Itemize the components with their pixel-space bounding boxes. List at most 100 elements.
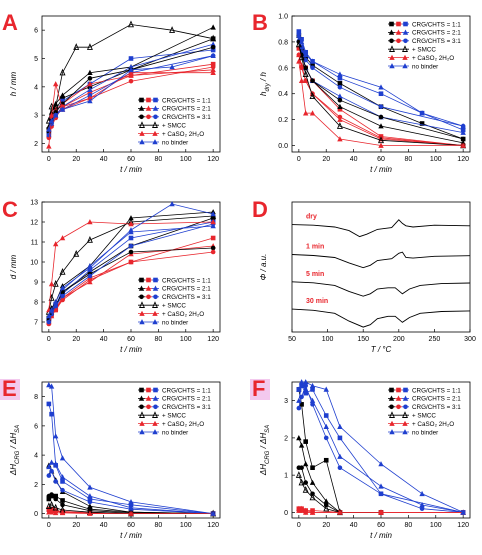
data-point: [337, 509, 343, 515]
data-point: [49, 411, 54, 417]
legend-label: + SMCC: [412, 47, 436, 54]
data-point: [53, 493, 58, 499]
data-point: [210, 245, 216, 251]
legend-marker: [402, 420, 408, 426]
data-point: [302, 486, 309, 493]
data-point: [298, 53, 305, 61]
legend-marker: [389, 387, 394, 393]
data-point: [296, 434, 302, 441]
y-tick-label: 0.2: [278, 117, 288, 124]
legend-label: CRG/CHTS = 1:1: [162, 97, 211, 104]
data-point: [128, 259, 134, 265]
data-point: [210, 64, 216, 70]
legend-marker: [396, 404, 401, 410]
x-tick-label: 20: [322, 522, 330, 529]
data-point: [169, 201, 175, 207]
panel-letter-background: [250, 379, 270, 400]
legend-marker: [153, 294, 158, 300]
legend-marker: [153, 404, 158, 410]
data-point: [378, 104, 384, 109]
y-tick-label: 10: [30, 260, 38, 267]
y-tick-label: 2: [34, 482, 38, 489]
data-point: [337, 106, 343, 112]
legend-marker: [138, 105, 145, 111]
legend-marker: [139, 114, 144, 120]
y-tick-label: 0: [34, 511, 38, 518]
y-axis-label: ΔHCRG / ΔHSA: [9, 425, 21, 476]
data-point: [46, 473, 52, 478]
panel-letter: C: [2, 197, 18, 222]
data-point: [210, 249, 216, 255]
y-axis-label: h / mm: [9, 71, 18, 96]
legend-label: no binder: [162, 429, 188, 436]
data-point: [48, 112, 55, 118]
data-point: [210, 235, 216, 241]
data-point: [128, 69, 134, 75]
legend-marker: [146, 294, 151, 300]
x-tick-label: 40: [100, 336, 108, 343]
data-point: [128, 66, 134, 73]
data-point: [299, 465, 304, 470]
y-tick-label: 5: [34, 56, 38, 63]
x-tick-label: 120: [207, 156, 219, 163]
data-point: [299, 394, 304, 400]
legend-marker: [152, 411, 158, 418]
x-tick-label: 20: [72, 156, 80, 163]
legend-marker: [153, 114, 158, 120]
legend-label: CRG/CHTS = 3:1: [162, 114, 211, 121]
x-tick-label: 150: [357, 336, 369, 343]
data-point: [60, 95, 65, 101]
data-point: [169, 64, 175, 70]
legend-marker: [139, 429, 145, 435]
data-point: [298, 379, 305, 385]
data-point: [169, 26, 176, 33]
data-point: [128, 249, 134, 255]
data-point: [337, 71, 343, 77]
legend-label: CRG/CHTS = 1:1: [412, 387, 461, 394]
series-group: [295, 379, 466, 516]
x-tick-label: 0: [47, 336, 51, 343]
legend-marker: [138, 395, 145, 401]
data-point: [298, 478, 305, 486]
data-point: [59, 285, 66, 291]
data-point: [60, 502, 65, 508]
data-point: [48, 307, 55, 313]
legend-marker: [389, 45, 395, 52]
legend-marker: [388, 29, 395, 35]
panel-letter: B: [252, 10, 268, 35]
legend-marker: [139, 404, 144, 410]
data-point: [87, 219, 93, 225]
legend-marker: [138, 285, 145, 291]
data-point: [87, 98, 93, 104]
series-line: [298, 437, 381, 513]
data-point: [60, 297, 65, 303]
data-point: [302, 51, 309, 58]
x-tick-label: 80: [404, 156, 412, 163]
data-point: [87, 496, 93, 502]
data-point: [128, 510, 134, 516]
data-point: [86, 43, 93, 50]
data-point: [48, 509, 55, 515]
legend-label: + SMCC: [162, 123, 186, 130]
data-point: [128, 499, 134, 505]
data-point: [337, 114, 343, 120]
legend-label: + CaSO₂ 2H₂O: [412, 55, 454, 62]
data-point: [302, 379, 309, 385]
legend-label: CRG/CHTS = 3:1: [162, 404, 211, 411]
legend-marker: [139, 277, 144, 283]
data-point: [49, 492, 54, 497]
series-line: [298, 35, 464, 127]
data-point: [52, 279, 59, 287]
series-group: [45, 20, 217, 149]
legend-label: + SMCC: [412, 413, 436, 420]
curves: [291, 219, 471, 328]
legend-marker: [402, 63, 408, 69]
data-point: [59, 235, 66, 241]
legend-marker: [139, 420, 145, 426]
data-point: [210, 47, 216, 53]
data-point: [336, 122, 343, 129]
legend-marker: [153, 277, 158, 283]
